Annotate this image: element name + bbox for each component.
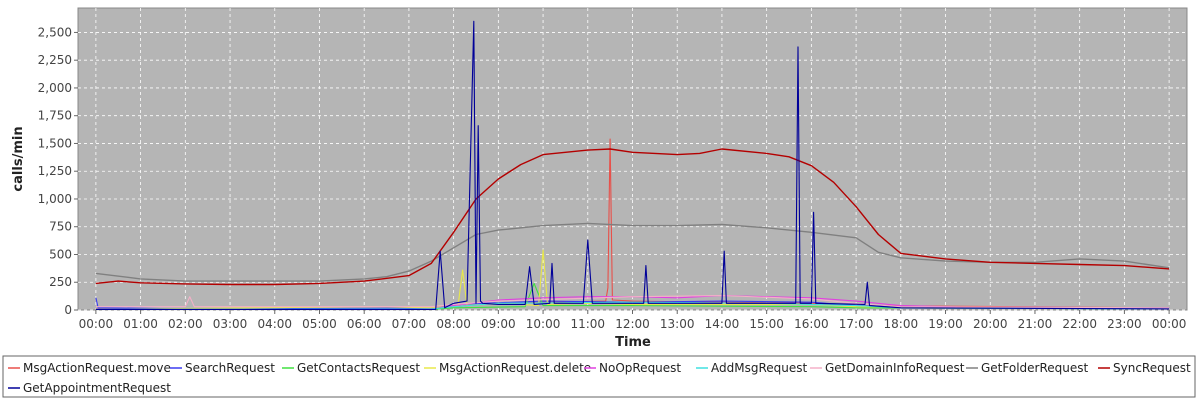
legend-item: SearchRequest <box>170 361 275 375</box>
grid <box>78 8 1187 311</box>
series-line-getcontactsrequest <box>95 282 1170 310</box>
x-tick-label: 17:00 <box>839 317 874 331</box>
legend-item: GetContactsRequest <box>282 361 420 375</box>
legend-label: MsgActionRequest.delete <box>439 361 591 375</box>
legend: MsgActionRequest.move SearchRequest GetCon… <box>8 361 1191 395</box>
x-tick-label: 00:00 <box>1152 317 1187 331</box>
series-line-getdomaininforequest <box>95 295 1170 309</box>
x-tick-label: 05:00 <box>302 317 337 331</box>
legend-label: SyncRequest <box>1113 361 1191 375</box>
legend-item: NoOpRequest <box>584 361 681 375</box>
legend-label: SearchRequest <box>185 361 275 375</box>
x-tick-label: 10:00 <box>526 317 561 331</box>
series-line-syncrequest <box>95 148 1170 286</box>
x-tick-label: 19:00 <box>928 317 963 331</box>
x-axis-title: Time <box>615 335 651 350</box>
series-line-getfolderrequest <box>95 222 1170 282</box>
legend-label: GetAppointmentRequest <box>23 381 171 395</box>
x-tick-label: 13:00 <box>660 317 695 331</box>
x-tick-label: 15:00 <box>749 317 784 331</box>
legend-label: AddMsgRequest <box>711 361 807 375</box>
x-tick-label: 23:00 <box>1107 317 1142 331</box>
legend-item: MsgActionRequest.move <box>8 361 171 375</box>
x-tick-label: 16:00 <box>794 317 829 331</box>
legend-item: SyncRequest <box>1098 361 1191 375</box>
series-layer <box>95 20 1170 310</box>
legend-label: GetContactsRequest <box>297 361 420 375</box>
x-tick-label: 22:00 <box>1062 317 1097 331</box>
legend-item: GetAppointmentRequest <box>8 381 171 395</box>
y-axis: 0 250 500 750 1,000 1,250 1,500 1,750 2,000 2,250… <box>38 25 78 317</box>
legend-label: GetDomainInfoRequest <box>825 361 965 375</box>
y-tick-label: 1,000 <box>38 192 72 206</box>
x-tick-label: 03:00 <box>213 317 248 331</box>
legend-label: MsgActionRequest.move <box>23 361 171 375</box>
x-tick-label: 21:00 <box>1018 317 1053 331</box>
legend-item: MsgActionRequest.delete <box>424 361 591 375</box>
x-tick-label: 20:00 <box>973 317 1008 331</box>
x-tick-label: 01:00 <box>123 317 158 331</box>
legend-label: GetFolderRequest <box>981 361 1089 375</box>
legend-box <box>2 355 1196 398</box>
x-tick-label: 12:00 <box>615 317 650 331</box>
x-tick-label: 09:00 <box>481 317 516 331</box>
y-tick-label: 2,250 <box>38 53 72 67</box>
y-tick-label: 250 <box>49 275 72 289</box>
legend-item: AddMsgRequest <box>696 361 807 375</box>
y-tick-label: 1,500 <box>38 136 72 150</box>
legend-label: NoOpRequest <box>599 361 681 375</box>
x-tick-label: 11:00 <box>570 317 605 331</box>
x-tick-label: 02:00 <box>168 317 203 331</box>
y-tick-label: 1,750 <box>38 109 72 123</box>
x-tick-label: 06:00 <box>347 317 382 331</box>
x-tick-label: 18:00 <box>884 317 919 331</box>
y-tick-label: 2,000 <box>38 81 72 95</box>
y-axis-title: calls/min <box>11 126 26 191</box>
legend-item: GetFolderRequest <box>966 361 1089 375</box>
y-tick-label: 750 <box>49 220 72 234</box>
y-tick-label: 1,250 <box>38 164 72 178</box>
x-tick-label: 07:00 <box>392 317 427 331</box>
series-line-getappointmentrequest <box>95 20 1170 310</box>
x-tick-label: 14:00 <box>705 317 740 331</box>
legend-item: GetDomainInfoRequest <box>810 361 965 375</box>
x-tick-label: 00:00 <box>79 317 114 331</box>
x-tick-label: 08:00 <box>436 317 471 331</box>
x-tick-label: 04:00 <box>257 317 292 331</box>
y-tick-label: 0 <box>64 303 72 317</box>
y-tick-label: 2,500 <box>38 25 72 39</box>
y-tick-label: 500 <box>49 247 72 261</box>
x-axis: 00:00 01:00 02:00 03:00 04:00 05:00 06:00 07:00… <box>79 310 1187 331</box>
